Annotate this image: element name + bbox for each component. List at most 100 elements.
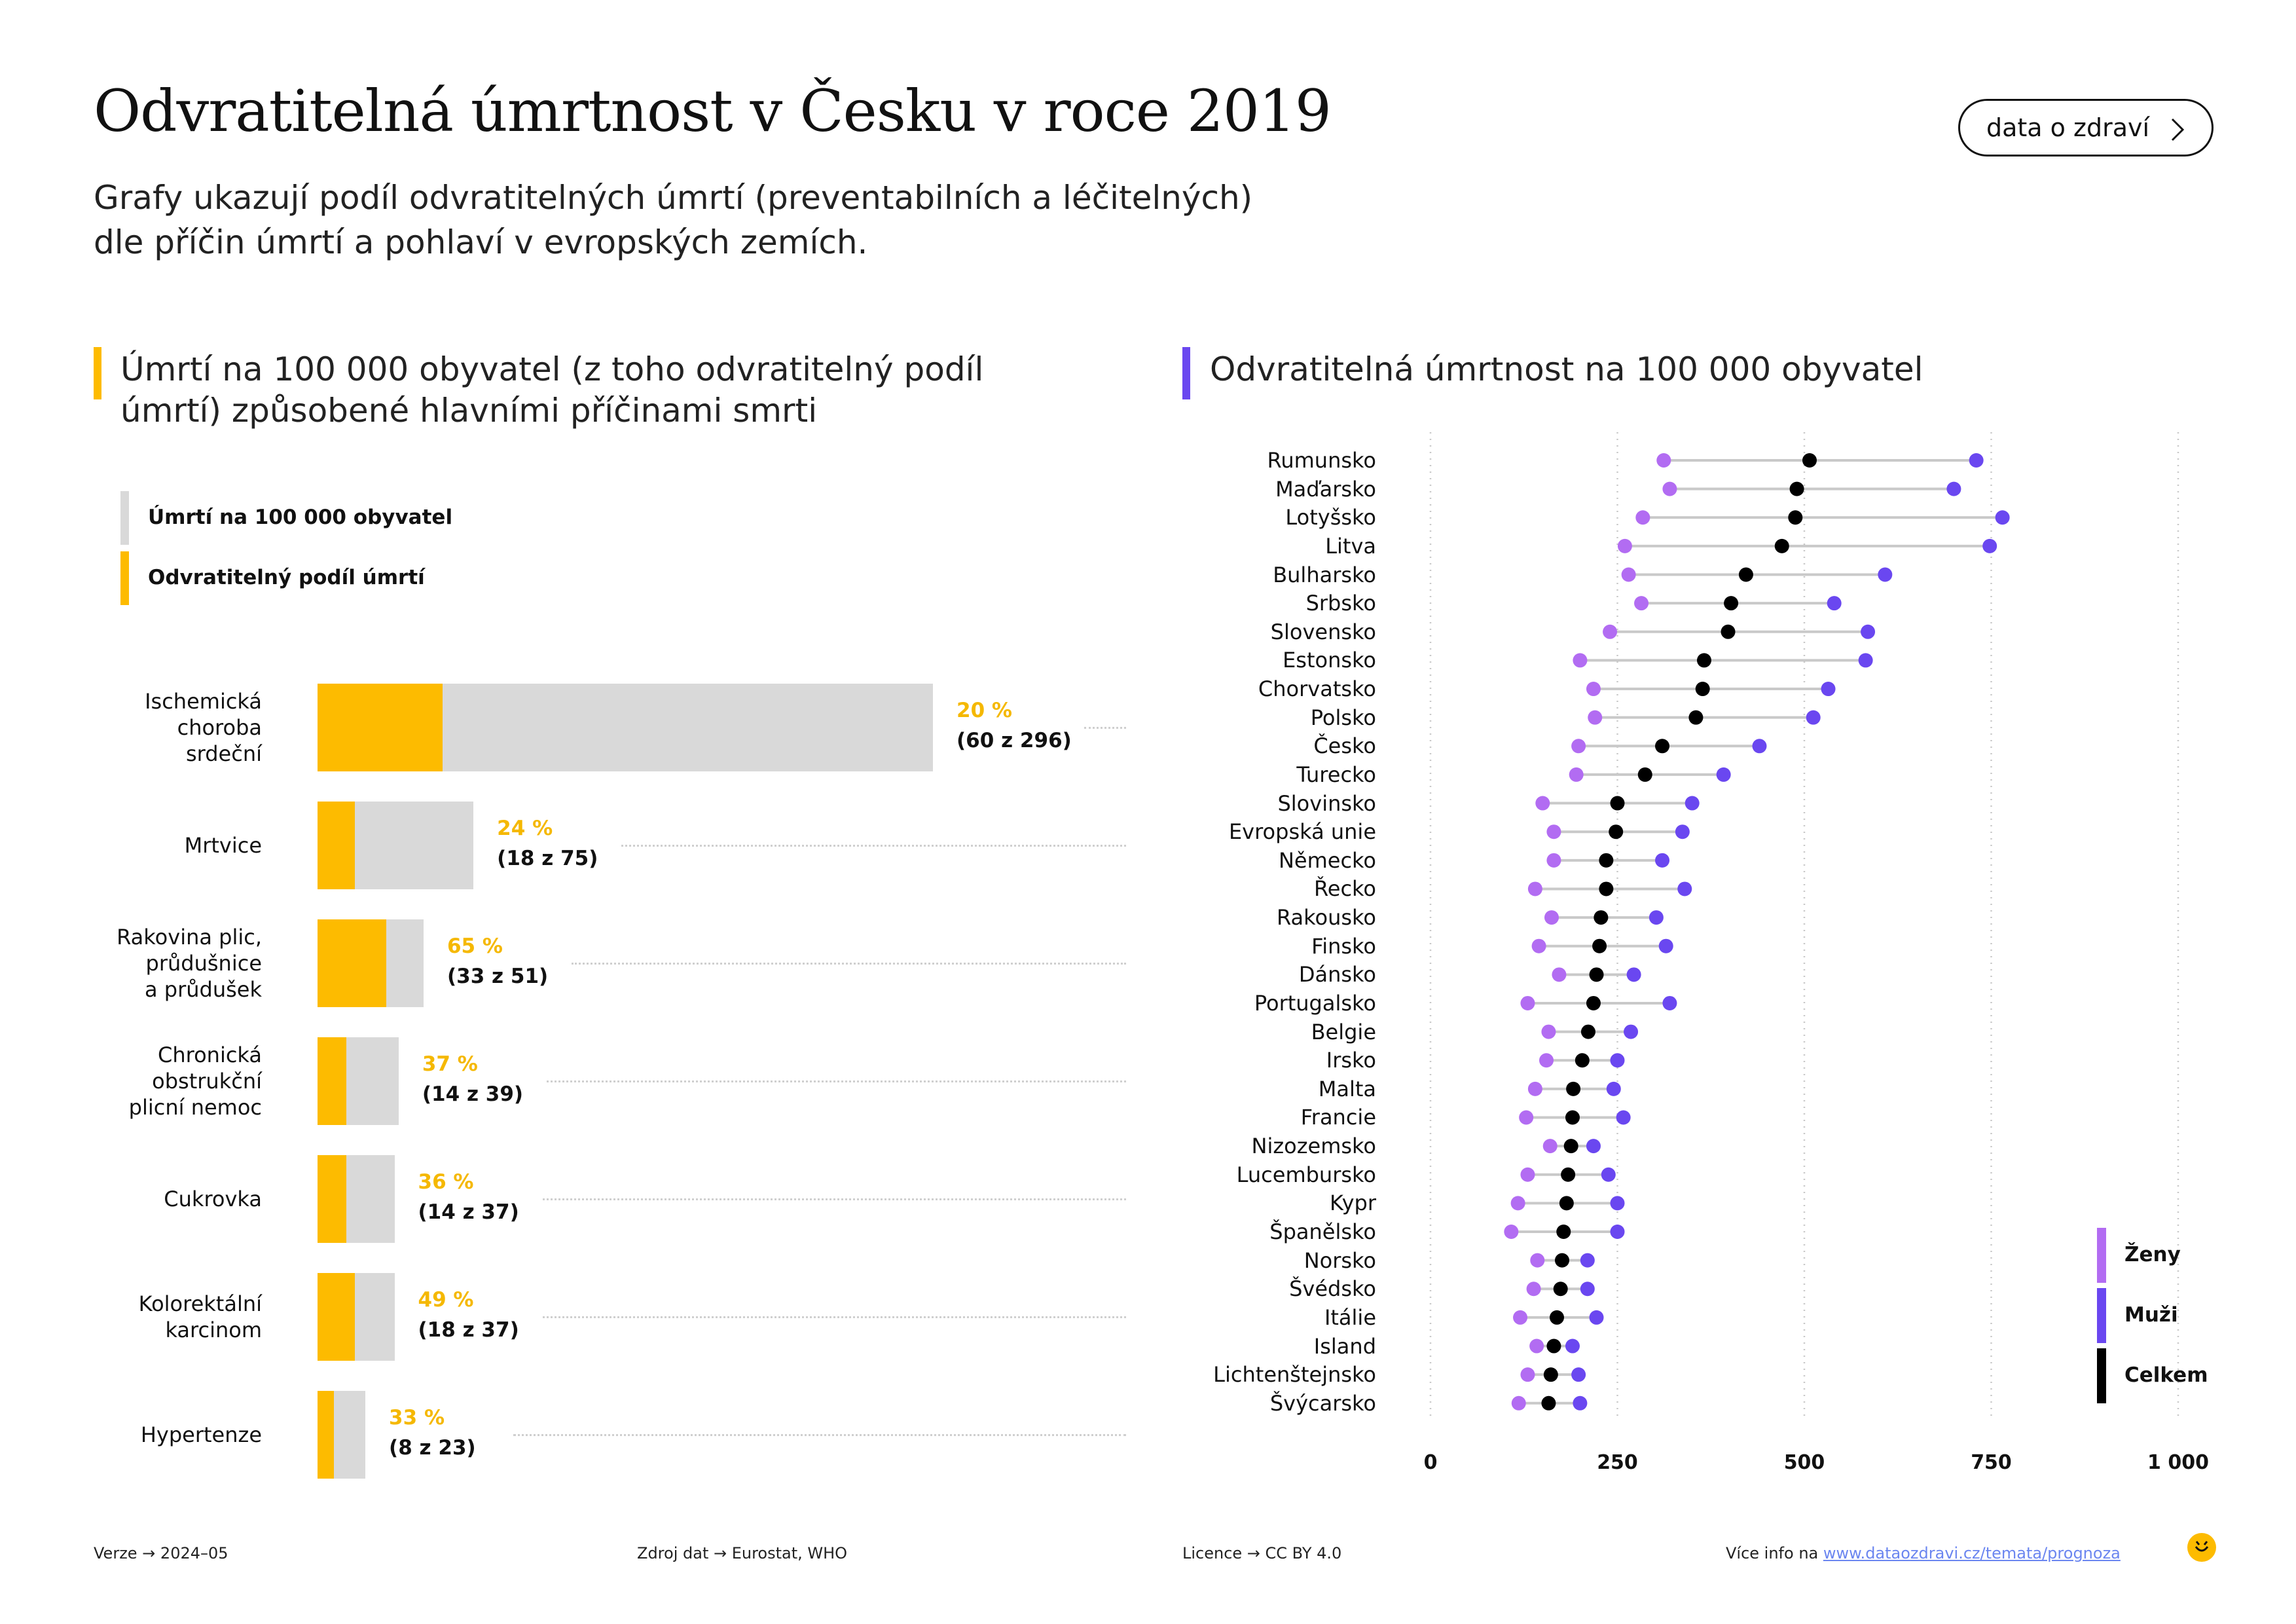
left-panel-title-line-2: úmrtí) způsobené hlavními příčinami smrt…: [120, 392, 818, 430]
bar-count-label: (8 z 23): [389, 1436, 476, 1460]
point-total: [1575, 1053, 1590, 1068]
country-label: Rumunsko: [1267, 448, 1376, 473]
point-total: [1556, 1225, 1571, 1240]
point-total: [1637, 767, 1652, 782]
bar-category-label: Ischemická choroba srdeční: [145, 689, 262, 766]
point-total: [1541, 1395, 1556, 1411]
country-label: Maďarsko: [1275, 476, 1376, 502]
country-label: Lucembursko: [1236, 1162, 1376, 1187]
point-women: [1520, 1167, 1535, 1182]
x-tick-label: 750: [1971, 1451, 2012, 1474]
bar-count-label: (33 z 51): [446, 965, 549, 988]
point-women: [1529, 1338, 1544, 1354]
point-women: [1510, 1196, 1525, 1211]
right-panel-title: Odvratitelná úmrtnost na 100 000 obyvate…: [1210, 349, 1923, 390]
point-total: [1609, 824, 1624, 840]
country-label: Německo: [1278, 847, 1376, 873]
country-label: Srbsko: [1305, 591, 1376, 616]
bar-leader-line: [542, 1198, 1126, 1200]
point-total: [1599, 881, 1614, 896]
point-men: [1675, 824, 1690, 840]
point-men: [1878, 567, 1893, 582]
point-total: [1724, 596, 1739, 611]
legend-total-swatch: [120, 491, 129, 545]
country-label: Turecko: [1296, 762, 1376, 787]
footer-more-info: Více info na www.dataozdravi.cz/temata/p…: [1726, 1544, 2121, 1562]
x-tick-label: 500: [1784, 1451, 1825, 1474]
country-label: Estonsko: [1283, 648, 1376, 673]
point-total: [1696, 653, 1711, 668]
point-total: [1561, 1167, 1576, 1182]
point-men: [1624, 1024, 1639, 1039]
point-men: [1821, 682, 1836, 697]
footer-source: Zdroj dat → Eurostat, WHO: [637, 1544, 848, 1562]
point-total: [1788, 510, 1803, 525]
bar-preventable: [318, 1391, 335, 1479]
legend-women-swatch: [2097, 1228, 2106, 1283]
point-total: [1563, 1139, 1578, 1154]
point-total: [1553, 1282, 1568, 1297]
bar-category-label: Cukrovka: [164, 1187, 262, 1211]
legend-women-label: Ženy: [2124, 1243, 2181, 1266]
point-men: [1626, 967, 1641, 982]
point-women: [1573, 653, 1588, 668]
point-total: [1695, 682, 1710, 697]
country-label: Nizozemsko: [1251, 1134, 1377, 1159]
point-total: [1566, 1081, 1581, 1096]
point-women: [1526, 1282, 1541, 1297]
point-men: [1982, 538, 1997, 553]
point-women: [1541, 1024, 1556, 1039]
point-men: [1571, 1367, 1586, 1382]
country-label: Norsko: [1303, 1247, 1376, 1273]
legend-preventable-label: Odvratitelný podíl úmrtí: [148, 566, 425, 589]
point-men: [1969, 453, 1984, 468]
point-men: [1586, 1139, 1601, 1154]
bar-percent-label: 37 %: [422, 1052, 478, 1076]
x-tick-label: 0: [1424, 1451, 1438, 1474]
bar-leader-line: [513, 1434, 1126, 1436]
bar-percent-label: 20 %: [957, 699, 1012, 722]
point-women: [1571, 739, 1586, 754]
country-label: Bulharsko: [1273, 562, 1376, 587]
point-women: [1546, 824, 1561, 840]
point-total: [1688, 710, 1704, 725]
subtitle: Grafy ukazují podíl odvratitelných úmrtí…: [94, 175, 1252, 265]
point-women: [1621, 567, 1636, 582]
country-label: Slovinsko: [1277, 790, 1376, 816]
chevron-right-icon: [2171, 118, 2185, 141]
legend-total-label: Úmrtí na 100 000 obyvatel: [148, 506, 453, 529]
point-women: [1603, 624, 1618, 639]
point-men: [1565, 1338, 1580, 1354]
point-women: [1634, 596, 1649, 611]
point-women: [1656, 453, 1671, 468]
country-label: Lichtenštejnsko: [1213, 1362, 1376, 1388]
point-total: [1721, 624, 1736, 639]
point-women: [1542, 1139, 1558, 1154]
point-total: [1738, 567, 1753, 582]
point-women: [1520, 995, 1535, 1010]
bar-percent-label: 65 %: [446, 934, 503, 958]
data-o-zdravi-button[interactable]: data o zdraví: [1958, 99, 2214, 157]
point-women: [1530, 1253, 1545, 1268]
point-women: [1617, 538, 1632, 553]
footer-version: Verze → 2024–05: [94, 1544, 228, 1562]
country-label: Dánsko: [1298, 962, 1376, 987]
footer-more-info-prefix: Více info na: [1726, 1544, 1823, 1562]
point-total: [1580, 1024, 1595, 1039]
point-women: [1588, 710, 1603, 725]
left-panel-accent: [94, 347, 101, 399]
bar-category-label: Hypertenze: [140, 1422, 262, 1447]
smile-logo-icon: [2187, 1533, 2216, 1562]
country-label: Evropská unie: [1228, 819, 1376, 845]
point-women: [1527, 881, 1542, 896]
point-men: [1655, 853, 1670, 868]
point-total: [1543, 1367, 1558, 1382]
point-men: [1580, 1282, 1595, 1297]
bar-category-label: Kolorektální karcinom: [138, 1291, 262, 1342]
point-men: [1589, 1310, 1604, 1325]
footer-more-info-link[interactable]: www.dataozdravi.cz/temata/prognoza: [1823, 1544, 2121, 1562]
country-label: Kypr: [1329, 1190, 1376, 1216]
point-total: [1589, 967, 1604, 982]
legend-men-label: Muži: [2124, 1303, 2178, 1327]
point-men: [1995, 510, 2010, 525]
